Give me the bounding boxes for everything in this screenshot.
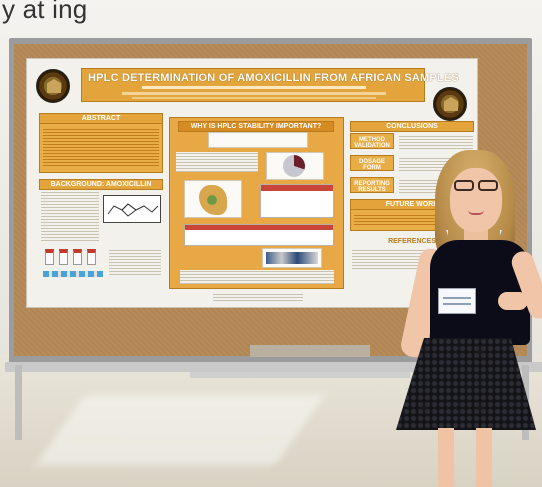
middle-footer-text bbox=[180, 270, 334, 284]
method-validation-label: METHOD VALIDATION bbox=[354, 137, 390, 149]
middle-intro-text bbox=[176, 152, 258, 172]
drug-bottle bbox=[45, 249, 54, 265]
easel-base bbox=[190, 372, 410, 378]
poster-affiliation-2 bbox=[132, 97, 376, 99]
easel-rail bbox=[5, 362, 542, 372]
results-table-bottom bbox=[184, 224, 334, 246]
drug-bottle bbox=[73, 249, 82, 265]
presenter-hand bbox=[498, 292, 528, 310]
cabinet-top bbox=[250, 345, 370, 357]
university-seal-icon bbox=[433, 87, 467, 121]
section-references: REFERENCES bbox=[388, 238, 436, 245]
glasses-icon bbox=[452, 180, 500, 192]
pie-chart-box bbox=[266, 152, 324, 180]
reporting-results-label: REPORTING RESULTS bbox=[354, 181, 390, 193]
presenter-skirt bbox=[396, 338, 536, 430]
dosage-form-label: DOSAGE FORM bbox=[358, 159, 385, 171]
poster-affiliation bbox=[122, 92, 386, 95]
poster-header: HPLC DETERMINATION OF AMOXICILLIN FROM A… bbox=[81, 68, 459, 102]
hplc-instrument-photo bbox=[266, 252, 318, 264]
presenter-face bbox=[450, 168, 502, 232]
presenter-smile bbox=[468, 210, 484, 215]
blister-packs bbox=[43, 271, 103, 277]
drug-bottle bbox=[87, 249, 96, 265]
background-caption-text bbox=[109, 249, 161, 277]
presenter bbox=[380, 150, 542, 487]
poster-title: HPLC DETERMINATION OF AMOXICILLIN FROM A… bbox=[88, 72, 459, 84]
section-background: BACKGROUND: AMOXICILLIN bbox=[39, 179, 163, 190]
presenter-leg-left bbox=[438, 428, 454, 487]
presenter-leg-right bbox=[476, 428, 492, 487]
floor-glare bbox=[35, 395, 325, 465]
amoxicillin-structure bbox=[103, 195, 161, 223]
background-text bbox=[41, 191, 99, 241]
easel-leg-left bbox=[15, 365, 22, 440]
name-badge bbox=[438, 288, 476, 314]
poster-authors bbox=[142, 86, 366, 89]
research-poster: HPLC DETERMINATION OF AMOXICILLIN FROM A… bbox=[26, 58, 478, 308]
section-middle: WHY IS HPLC STABILITY IMPORTANT? bbox=[178, 121, 334, 132]
results-table-top bbox=[260, 184, 334, 218]
reporting-results-box: REPORTING RESULTS bbox=[350, 177, 394, 193]
acknowledgements-text bbox=[213, 293, 303, 303]
africa-map-box bbox=[184, 180, 242, 218]
section-conclusions: CONCLUSIONS bbox=[350, 121, 474, 132]
intro-note bbox=[208, 132, 308, 148]
pie-chart bbox=[283, 155, 305, 177]
middle-panel: WHY IS HPLC STABILITY IMPORTANT? bbox=[169, 117, 344, 289]
abstract-text-block bbox=[39, 123, 163, 173]
map-highlight bbox=[207, 195, 217, 205]
method-validation-box: METHOD VALIDATION bbox=[350, 133, 394, 149]
dosage-form-box: DOSAGE FORM bbox=[350, 155, 394, 171]
method-validation-text bbox=[399, 135, 473, 149]
caption-text: y at ing bbox=[2, 0, 88, 24]
university-seal-icon bbox=[36, 69, 70, 103]
drug-bottle bbox=[59, 249, 68, 265]
hplc-photo-box bbox=[262, 248, 322, 268]
